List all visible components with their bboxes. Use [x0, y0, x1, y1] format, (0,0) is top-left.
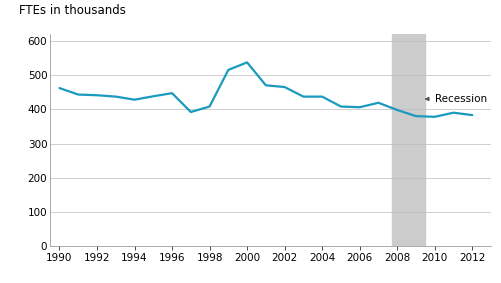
Text: Recession: Recession: [425, 94, 487, 104]
Text: FTEs in thousands: FTEs in thousands: [19, 4, 126, 17]
Bar: [392, 34, 425, 246]
